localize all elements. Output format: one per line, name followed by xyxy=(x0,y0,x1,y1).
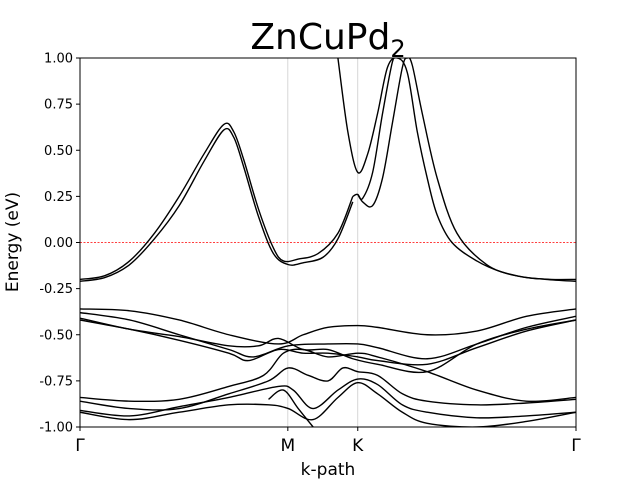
y-tick-label: 0.75 xyxy=(44,98,73,113)
y-tick-label: -1.00 xyxy=(39,421,73,436)
band-1 xyxy=(80,127,354,282)
y-tick-label: -0.50 xyxy=(39,328,73,343)
y-tick-label: 1.00 xyxy=(44,52,73,67)
y-tick-label: 0.50 xyxy=(44,144,73,159)
kpoint-label: Γ xyxy=(75,436,85,456)
y-tick-label: 0.00 xyxy=(44,236,73,251)
band-0 xyxy=(80,122,354,281)
band-5 xyxy=(80,308,576,345)
kpoint-label: M xyxy=(280,436,295,456)
band-4 xyxy=(357,58,399,200)
band-3 xyxy=(352,58,576,282)
band-10 xyxy=(80,366,576,411)
chart-title: ZnCuPd2 xyxy=(250,17,405,63)
band-9 xyxy=(80,348,576,403)
y-axis-label: Energy (eV) xyxy=(3,192,23,292)
chart-title-subscript: 2 xyxy=(390,35,405,63)
x-axis-label: k-path xyxy=(301,460,356,480)
band-11 xyxy=(80,378,576,419)
y-tick-label: 0.25 xyxy=(44,190,73,205)
band-8 xyxy=(80,317,576,374)
kpoint-label: Γ xyxy=(571,436,581,456)
kpoint-label: K xyxy=(352,436,364,456)
bands xyxy=(80,58,576,427)
y-tick-label: -0.75 xyxy=(39,374,73,389)
y-tick-label: -0.25 xyxy=(39,282,73,297)
y-axis-ticks: -1.00 -0.75 -0.50 -0.25 0.00 0.25 0.50 0.75 1.00 xyxy=(39,52,80,436)
band-13 xyxy=(268,389,314,427)
